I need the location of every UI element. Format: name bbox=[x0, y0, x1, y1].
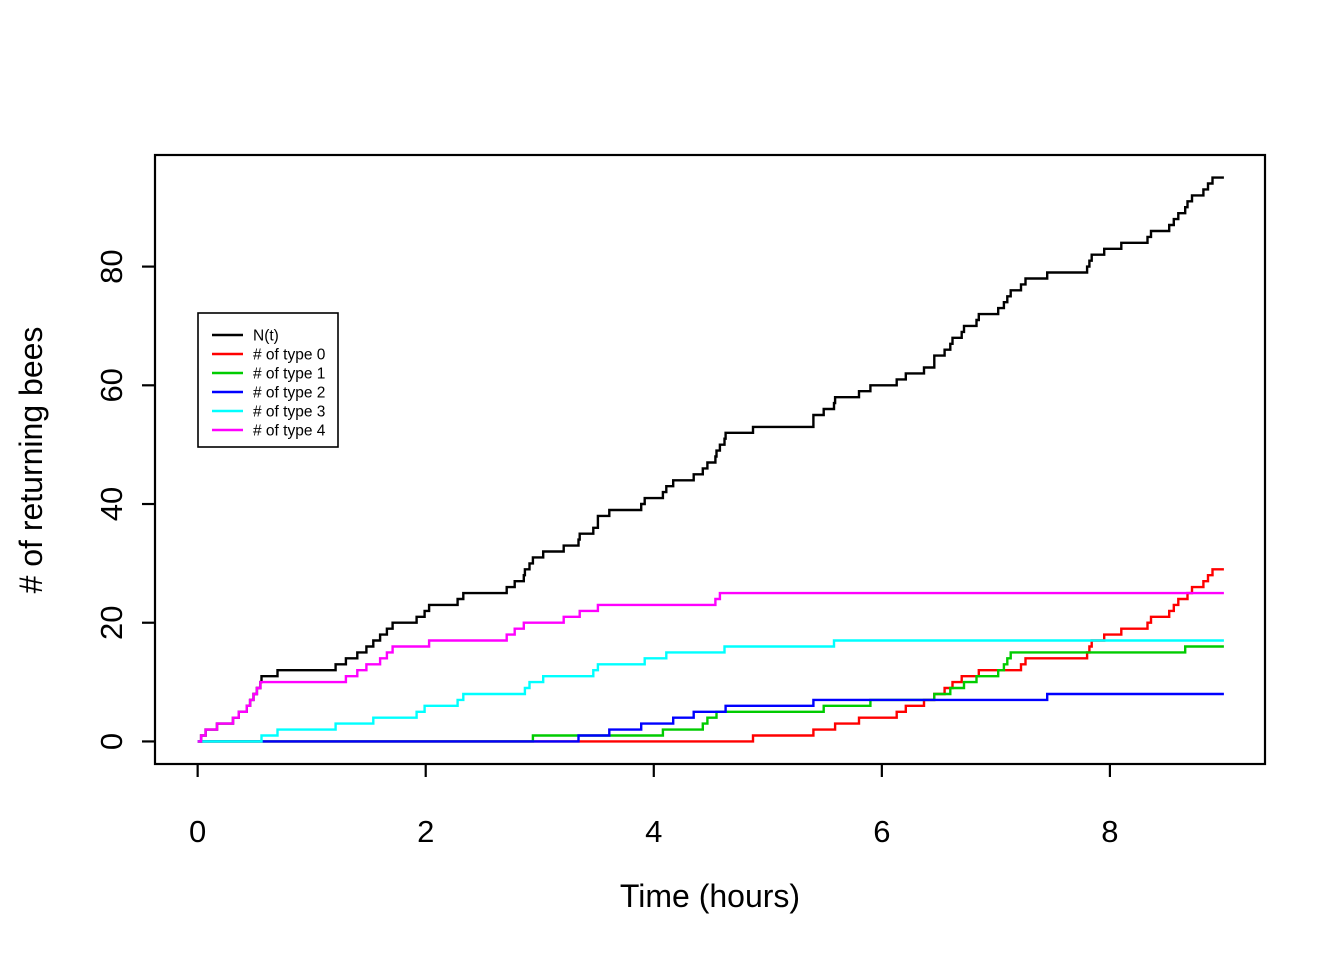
legend-item-label: # of type 4 bbox=[253, 423, 326, 440]
y-tick-label: 20 bbox=[94, 605, 129, 639]
legend-item-label: # of type 1 bbox=[253, 366, 325, 383]
y-tick-label: 60 bbox=[94, 368, 129, 402]
legend-item-label: # of type 2 bbox=[253, 385, 325, 402]
x-tick-label: 2 bbox=[417, 814, 434, 849]
x-tick-label: 4 bbox=[645, 814, 662, 849]
series--of-type-2 bbox=[197, 692, 1224, 743]
legend-item-label: # of type 0 bbox=[253, 347, 326, 364]
legend-item-label: N(t) bbox=[253, 328, 279, 345]
legend: N(t) # of type 0 # of type 1 # of type 2 # o… bbox=[197, 312, 339, 448]
plot-border bbox=[153, 153, 1267, 766]
series--of-type-3 bbox=[197, 639, 1224, 743]
x-tick-label: 0 bbox=[189, 814, 206, 849]
y-tick-label: 40 bbox=[94, 487, 129, 521]
x-tick-label: 8 bbox=[1101, 814, 1118, 849]
y-tick-label: 80 bbox=[94, 249, 129, 283]
x-axis-title: Time (hours) bbox=[620, 878, 800, 914]
series-n-t- bbox=[197, 176, 1224, 743]
series--of-type-0 bbox=[197, 568, 1224, 743]
series--of-type-1 bbox=[197, 645, 1224, 743]
x-tick-label: 6 bbox=[873, 814, 890, 849]
series--of-type-4 bbox=[197, 591, 1224, 743]
legend-box bbox=[197, 312, 339, 448]
y-tick-label: 0 bbox=[94, 733, 129, 750]
series-layer bbox=[197, 176, 1224, 743]
legend-item-label: # of type 3 bbox=[253, 404, 325, 421]
y-axis-title: # of returning bees bbox=[13, 327, 49, 594]
